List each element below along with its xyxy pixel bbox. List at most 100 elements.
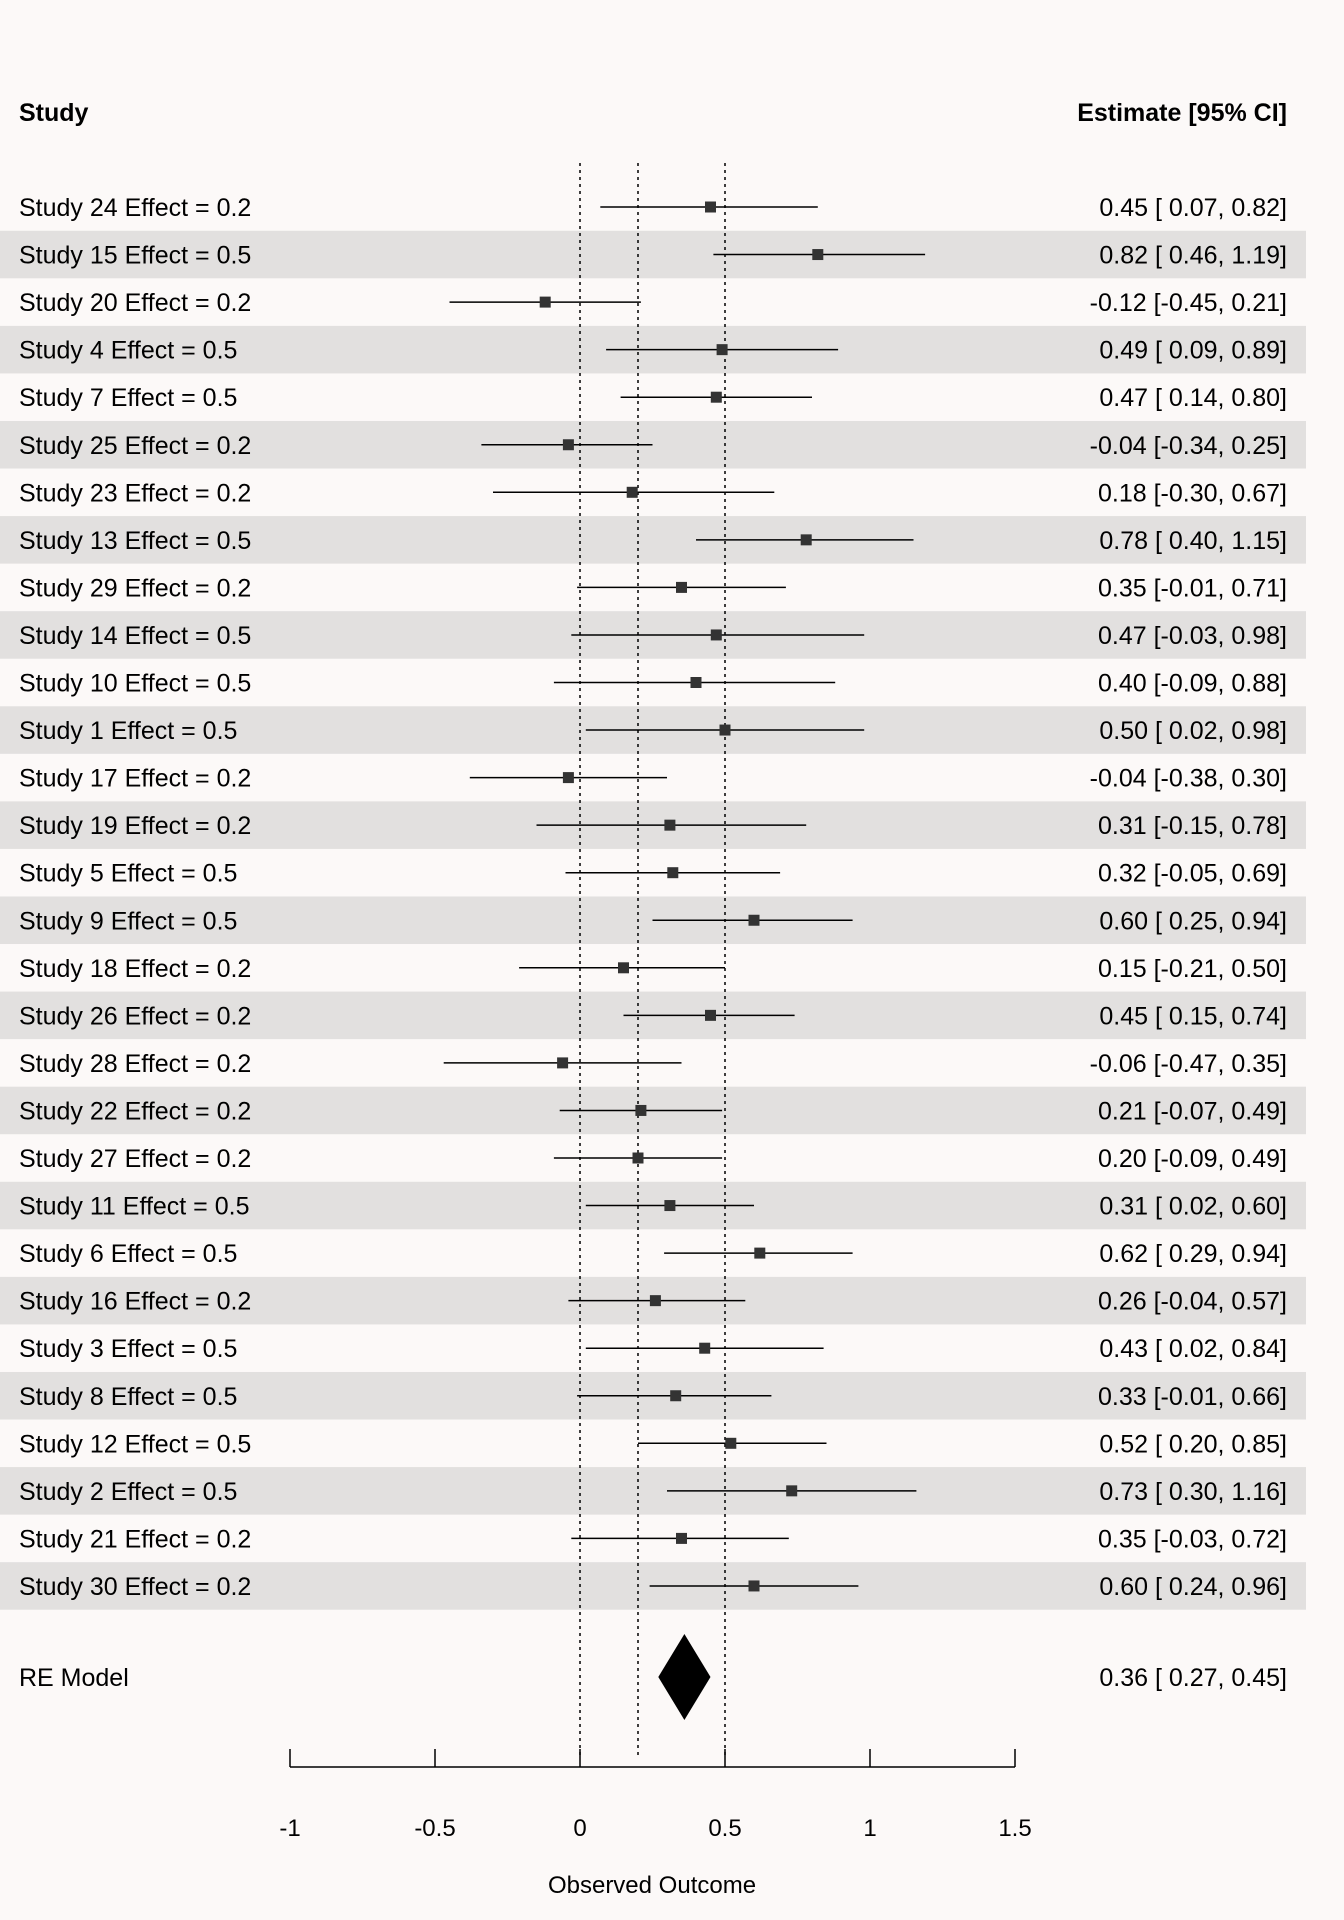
row-stripe	[0, 230, 1306, 279]
point-estimate	[635, 1104, 647, 1116]
estimate-value: 0.35 [-0.03, 0.72]	[1098, 1525, 1287, 1553]
study-label: Study 16 Effect = 0.2	[19, 1288, 251, 1316]
point-estimate	[699, 1342, 711, 1354]
summary-row: RE Model 0.36 [ 0.27, 0.45]	[19, 1634, 1287, 1720]
point-estimate	[719, 724, 731, 736]
study-label: Study 15 Effect = 0.5	[19, 242, 251, 270]
point-estimate	[812, 249, 824, 261]
study-label: Study 21 Effect = 0.2	[19, 1525, 251, 1553]
reference-lines	[579, 163, 726, 1755]
point-estimate	[800, 534, 812, 546]
study-label: Study 29 Effect = 0.2	[19, 574, 251, 602]
study-header: Study	[19, 99, 89, 127]
study-label: Study 10 Effect = 0.5	[19, 670, 251, 698]
estimate-value: -0.04 [-0.38, 0.30]	[1090, 765, 1287, 793]
x-axis: -1 -0.5 0 0.5 1 1.5	[279, 1749, 1032, 1842]
row-stripe	[0, 516, 1306, 564]
point-estimate	[748, 914, 760, 926]
x-tick-label: -1	[279, 1815, 300, 1842]
estimate-value: 0.45 [ 0.15, 0.74]	[1099, 1002, 1287, 1030]
estimate-value: 0.35 [-0.01, 0.71]	[1098, 574, 1287, 602]
x-tick-label: 1	[863, 1815, 876, 1842]
estimate-value: 0.49 [ 0.09, 0.89]	[1099, 337, 1287, 365]
summary-label: RE Model	[19, 1664, 129, 1692]
estimate-values: 0.45 [ 0.07, 0.82] 0.82 [ 0.46, 1.19] -0.1…	[1090, 194, 1287, 1601]
row-stripe	[0, 420, 1306, 469]
estimate-value: -0.06 [-0.47, 0.35]	[1090, 1050, 1287, 1078]
x-tick-label: 0	[573, 1815, 586, 1842]
study-label: Study 19 Effect = 0.2	[19, 812, 251, 840]
study-label: Study 28 Effect = 0.2	[19, 1050, 251, 1078]
estimate-value: 0.45 [ 0.07, 0.82]	[1099, 194, 1287, 222]
row-stripe	[0, 1467, 1306, 1515]
study-label: Study 17 Effect = 0.2	[19, 765, 251, 793]
estimate-value: 0.47 [-0.03, 0.98]	[1098, 622, 1287, 650]
estimate-value: 0.26 [-0.04, 0.57]	[1098, 1288, 1287, 1316]
study-label: Study 1 Effect = 0.5	[19, 717, 237, 745]
estimate-value: 0.82 [ 0.46, 1.19]	[1099, 242, 1287, 270]
estimate-value: 0.31 [-0.15, 0.78]	[1098, 812, 1287, 840]
point-estimate	[676, 581, 687, 593]
estimate-value: 0.60 [ 0.25, 0.94]	[1099, 907, 1287, 935]
estimate-value: 0.78 [ 0.40, 1.15]	[1099, 527, 1287, 555]
study-label: Study 30 Effect = 0.2	[19, 1573, 251, 1601]
estimate-value: 0.62 [ 0.29, 0.94]	[1099, 1240, 1287, 1268]
estimate-value: 0.60 [ 0.24, 0.96]	[1099, 1573, 1287, 1601]
study-label: Study 8 Effect = 0.5	[19, 1383, 237, 1411]
estimate-value: 0.31 [ 0.02, 0.60]	[1099, 1193, 1287, 1221]
point-estimate	[710, 391, 722, 403]
study-label: Study 3 Effect = 0.5	[19, 1335, 237, 1363]
estimate-value: 0.52 [ 0.20, 0.85]	[1099, 1430, 1287, 1458]
point-estimate	[786, 1485, 798, 1497]
estimate-value: 0.47 [ 0.14, 0.80]	[1099, 384, 1287, 412]
point-estimate	[676, 1532, 687, 1544]
point-estimate	[705, 201, 716, 213]
point-estimate	[618, 962, 629, 974]
point-estimate	[748, 1580, 760, 1592]
estimate-value: 0.43 [ 0.02, 0.84]	[1099, 1335, 1287, 1363]
study-label: Study 14 Effect = 0.5	[19, 622, 251, 650]
estimate-value: 0.40 [-0.09, 0.88]	[1098, 670, 1287, 698]
summary-diamond	[658, 1634, 711, 1720]
estimate-value: 0.21 [-0.07, 0.49]	[1098, 1097, 1287, 1125]
study-label: Study 24 Effect = 0.2	[19, 194, 251, 222]
study-labels: Study 24 Effect = 0.2 Study 15 Effect = 0…	[19, 194, 251, 1601]
estimate-value: -0.04 [-0.34, 0.25]	[1090, 432, 1287, 460]
point-estimate	[539, 296, 551, 308]
study-label: Study 5 Effect = 0.5	[19, 860, 237, 888]
estimate-value: 0.15 [-0.21, 0.50]	[1098, 955, 1287, 983]
x-axis-label: Observed Outcome	[548, 1872, 756, 1899]
estimate-value: 0.18 [-0.30, 0.67]	[1098, 479, 1287, 507]
point-estimates	[539, 201, 824, 1592]
point-estimate	[562, 772, 574, 784]
x-tick-label: 0.5	[708, 1815, 741, 1842]
study-label: Study 12 Effect = 0.5	[19, 1430, 251, 1458]
estimate-value: 0.50 [ 0.02, 0.98]	[1099, 717, 1287, 745]
point-estimate	[716, 344, 728, 356]
study-label: Study 25 Effect = 0.2	[19, 432, 251, 460]
study-label: Study 20 Effect = 0.2	[19, 289, 251, 317]
estimate-header: Estimate [95% CI]	[1077, 99, 1287, 127]
point-estimate	[664, 1200, 676, 1212]
study-label: Study 6 Effect = 0.5	[19, 1240, 237, 1268]
estimate-value: 0.73 [ 0.30, 1.16]	[1099, 1478, 1287, 1506]
study-label: Study 13 Effect = 0.5	[19, 527, 251, 555]
study-label: Study 26 Effect = 0.2	[19, 1002, 251, 1030]
study-label: Study 7 Effect = 0.5	[19, 384, 237, 412]
study-label: Study 22 Effect = 0.2	[19, 1097, 251, 1125]
estimate-value: 0.20 [-0.09, 0.49]	[1098, 1145, 1287, 1173]
study-label: Study 11 Effect = 0.5	[19, 1193, 249, 1221]
study-label: Study 18 Effect = 0.2	[19, 955, 251, 983]
point-estimate	[557, 1057, 569, 1069]
summary-value: 0.36 [ 0.27, 0.45]	[1099, 1664, 1287, 1692]
study-label: Study 2 Effect = 0.5	[19, 1478, 237, 1506]
point-estimate	[667, 867, 679, 879]
study-label: Study 27 Effect = 0.2	[19, 1145, 251, 1173]
study-label: Study 4 Effect = 0.5	[19, 337, 237, 365]
study-label: Study 23 Effect = 0.2	[19, 479, 251, 507]
estimate-value: 0.32 [-0.05, 0.69]	[1098, 860, 1287, 888]
point-estimate	[710, 629, 722, 641]
point-estimate	[705, 1009, 716, 1021]
x-tick-label: -0.5	[414, 1815, 455, 1842]
